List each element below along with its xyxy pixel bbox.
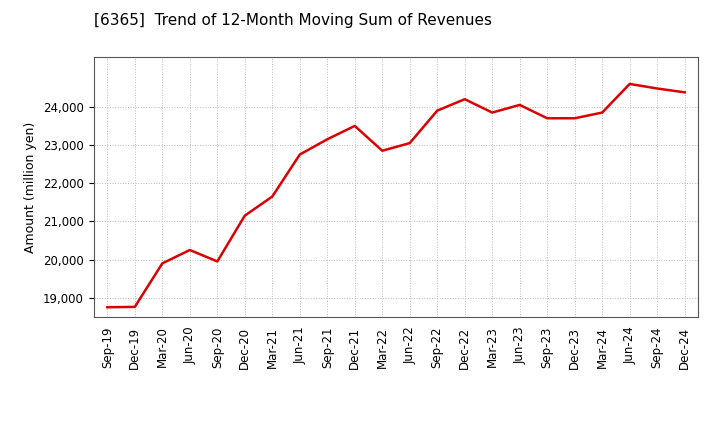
Text: [6365]  Trend of 12-Month Moving Sum of Revenues: [6365] Trend of 12-Month Moving Sum of R… (94, 13, 492, 28)
Y-axis label: Amount (million yen): Amount (million yen) (24, 121, 37, 253)
